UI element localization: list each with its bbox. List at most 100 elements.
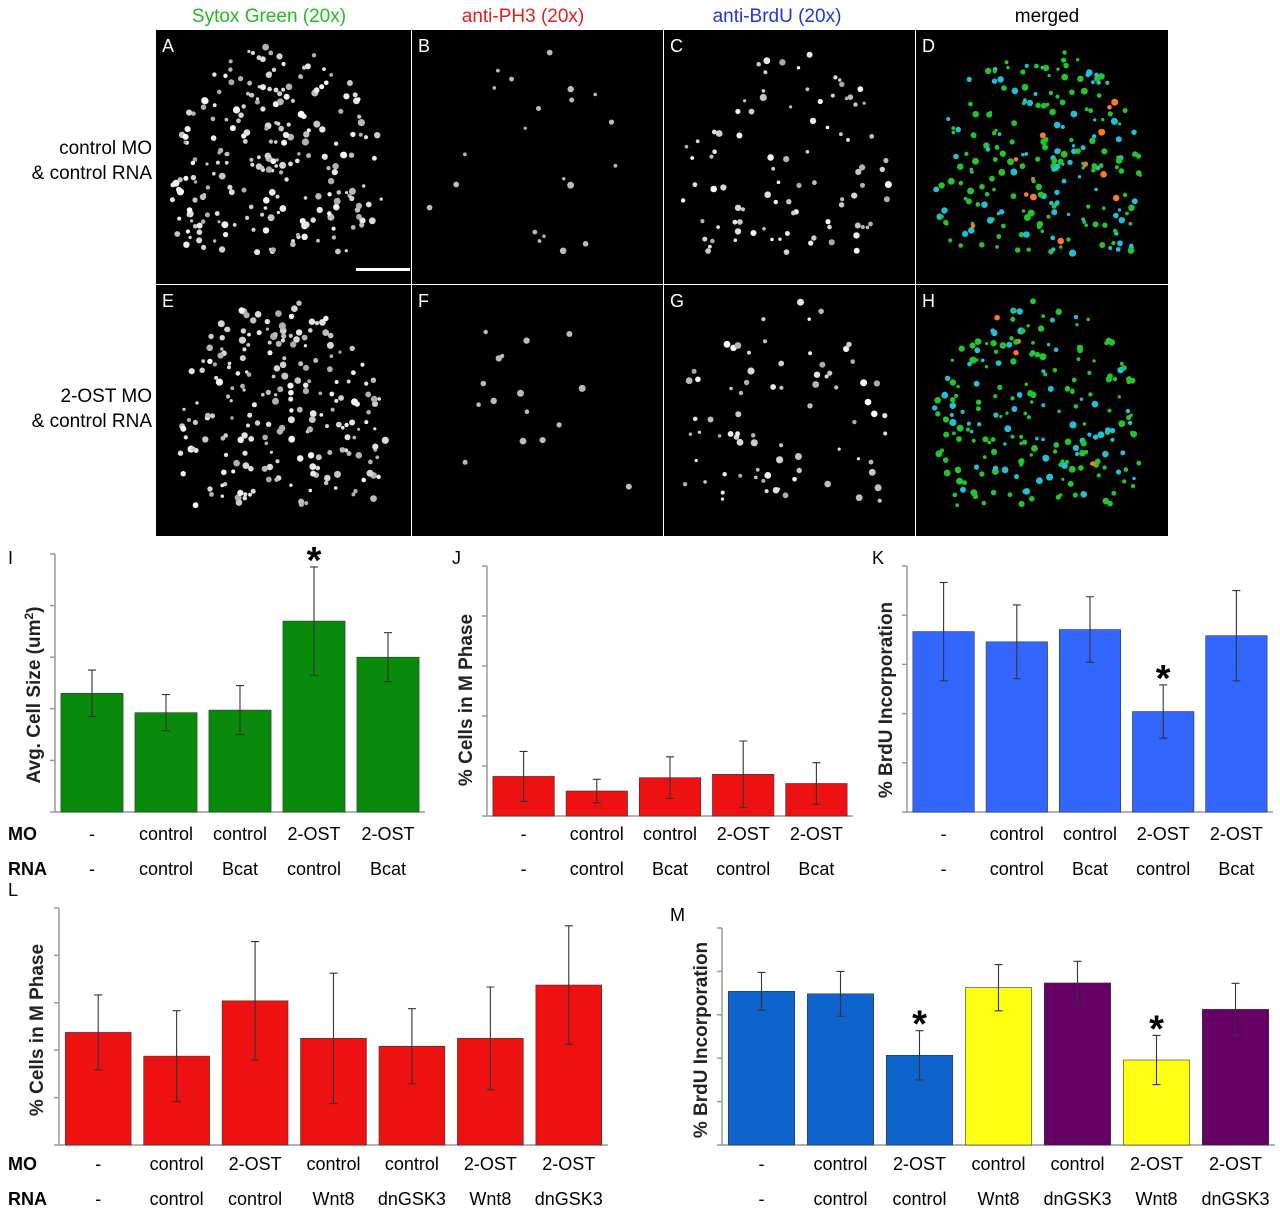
nucleus-dot [593,92,597,97]
nucleus-dot [254,249,261,256]
nucleus-dot [366,409,371,415]
nucleus-dot [1080,491,1087,498]
nucleus-dot [285,83,293,91]
nucleus-dot [1089,137,1096,144]
nucleus-dot [979,242,985,248]
nucleus-dot [883,431,888,436]
nucleus-dot [990,328,996,334]
nucleus-dot [958,243,963,248]
nucleus-dot [546,49,553,56]
nucleus-dot [542,234,546,238]
nucleus-dot [228,67,233,72]
nucleus-dot [311,53,317,58]
nucleus-dot [248,465,254,472]
nucleus-dot [851,192,858,199]
nucleus-dot [313,358,319,363]
nucleus-dot [869,134,875,139]
nucleus-dot [238,76,244,82]
nucleus-dot [1086,204,1091,209]
nucleus-dot [1061,57,1067,63]
nucleus-dot [371,400,379,407]
nucleus-dot [241,187,247,193]
nucleus-dot [1115,136,1122,143]
nucleus-dot [680,198,686,203]
nucleus-dot [1031,341,1035,345]
nucleus-dot [956,477,964,485]
nucleus-dot [954,466,962,474]
nucleus-dot [269,450,273,454]
nucleus-dot [990,448,998,455]
nucleus-dot [697,430,702,434]
nucleus-dot [1051,247,1056,252]
row-label-mo: MO [8,824,37,844]
nucleus-dot [183,140,187,144]
nucleus-dot [1132,476,1136,481]
nucleus-dot [1101,148,1108,155]
nucleus-dot [275,158,279,162]
nucleus-dot [949,379,957,386]
nucleus-dot [942,457,949,463]
nucleus-dot [613,163,618,168]
nucleus-dot [1003,442,1007,446]
nucleus-dot [346,379,351,384]
nucleus-dot [310,217,316,223]
nucleus-dot [862,101,866,105]
nucleus-dot [710,185,717,193]
nucleus-dot [237,489,244,496]
nucleus-dot [230,386,235,391]
nucleus-dot [1023,192,1029,197]
nucleus-dot [274,164,278,168]
nucleus-dot [691,368,697,374]
nucleus-dot [1024,382,1029,387]
nucleus-dot [1041,403,1046,408]
nucleus-dot [1069,249,1077,257]
nucleus-dot [996,211,1001,216]
nucleus-dot [1071,377,1077,383]
nucleus-dot [990,437,996,442]
nucleus-dot [710,238,715,244]
tick-label-mo: control [213,824,267,844]
nucleus-dot [995,360,1002,366]
nucleus-dot [999,150,1006,157]
nucleus-dot [201,97,209,105]
nucleus-dot [958,180,964,186]
nucleus-dot [224,327,229,332]
nucleus-dot [279,161,287,169]
chart-letter-j: J [452,548,461,568]
nuclei-image [682,298,888,503]
nucleus-dot [582,241,589,247]
nucleus-dot [1111,490,1117,496]
nucleus-dot [532,229,538,235]
tick-label-rna: - [95,1189,101,1209]
nucleus-dot [249,92,255,98]
nucleus-dot [952,431,956,436]
nucleus-dot [349,195,355,202]
nucleus-dot [732,219,738,225]
nucleus-dot [1127,420,1133,426]
nucleus-dot [996,234,1002,239]
nucleus-dot [333,203,339,209]
error-bar [1012,604,1021,680]
nucleus-dot [1055,94,1060,99]
nucleus-dot [271,374,276,379]
nucleus-dot [1099,242,1106,248]
nucleus-dot [818,308,824,315]
nucleus-dot [707,416,714,423]
nucleus-dot [1010,316,1016,322]
nucleus-dot [1102,450,1109,458]
nucleus-dot [202,436,209,443]
nucleus-dot [1107,500,1113,507]
nucleus-dot [1074,451,1080,457]
nucleus-dot [796,66,801,70]
nucleus-dot [221,469,227,476]
nucleus-dot [228,79,235,86]
nucleus-dot [255,97,260,101]
nucleus-dot [984,191,990,197]
nucleus-dot [345,191,349,195]
nuclei-image [462,329,632,490]
tick-label-rna: Bcat [652,859,688,879]
nucleus-dot [1062,50,1067,55]
nucleus-dot [327,332,334,339]
nucleus-dot [975,406,981,412]
